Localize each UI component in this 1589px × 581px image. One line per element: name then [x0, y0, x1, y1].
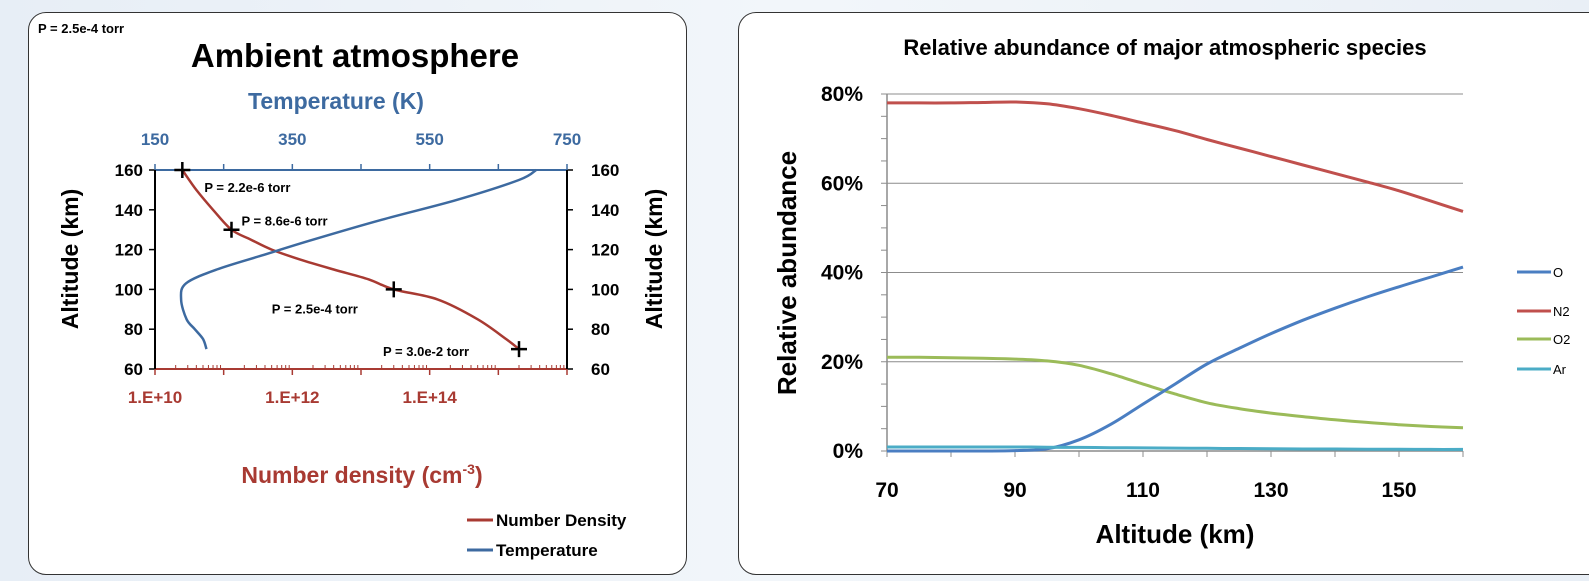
- left-chart-title: Ambient atmosphere: [191, 37, 519, 74]
- relative-abundance-panel: [738, 12, 1589, 575]
- pressure-annotation: P = 8.6e-6 torr: [241, 214, 327, 229]
- right-chart-title: Relative abundance of major atmospheric …: [903, 35, 1426, 60]
- top-tick-label: 350: [278, 130, 306, 149]
- left-y-tick-label: 80: [124, 320, 143, 339]
- legend-label-temperature: Temperature: [496, 541, 598, 560]
- right-y-tick-label: 100: [591, 280, 619, 299]
- right-y-axis-title: Relative abundance: [772, 151, 802, 395]
- right-x-axis-title: Altitude (km): [1096, 519, 1255, 549]
- x-tick-label: 70: [875, 479, 898, 502]
- pressure-marker: [385, 281, 402, 298]
- right-legend: O N2 O2 Ar: [1517, 265, 1570, 377]
- pressure-marker: [174, 162, 191, 178]
- right-y-tick-label: 60: [591, 360, 610, 379]
- y-tick-label: 80%: [821, 83, 863, 106]
- series-o: [886, 265, 1464, 453]
- series-ar: [887, 445, 1464, 451]
- top-tick-label: 550: [415, 130, 443, 149]
- pressure-annotation: P = 2.5e-4 torr: [272, 301, 358, 316]
- legend-label-ar: Ar: [1553, 362, 1567, 377]
- x-tick-label: 130: [1253, 479, 1288, 502]
- pressure-annotation: P = 3.0e-2 torr: [383, 344, 469, 359]
- pressure-marker: [223, 221, 240, 238]
- left-y-tick-label: 100: [115, 280, 143, 299]
- pressure-marker: [511, 341, 528, 358]
- legend-label-o: O: [1553, 265, 1563, 280]
- ambient-atmosphere-panel: [28, 12, 687, 575]
- right-y-tick-label: 160: [591, 161, 619, 180]
- bottom-tick-label: 1.E+14: [402, 388, 457, 407]
- series-n2: [887, 100, 1464, 213]
- series-temperature: [179, 168, 537, 350]
- y-tick-label: 0%: [833, 440, 864, 463]
- corner-note: P = 2.5e-4 torr: [38, 21, 124, 36]
- left-legend: Number Density Temperature: [467, 511, 627, 560]
- left-plot-area: 60 60 80 80 100 100 120 120 140 140 160 160 150 350 55…: [115, 130, 620, 407]
- y-tick-label: 40%: [821, 262, 863, 285]
- pressure-annotation: P = 2.2e-6 torr: [204, 180, 290, 195]
- legend-label-density: Number Density: [496, 511, 627, 530]
- left-y-tick-label: 160: [115, 161, 143, 180]
- bottom-tick-label: 1.E+10: [128, 388, 182, 407]
- legend-label-n2: N2: [1553, 304, 1570, 319]
- top-axis-title: Temperature (K): [248, 88, 424, 114]
- y-tick-label: 60%: [821, 172, 863, 195]
- right-axis-title: Altitude (km): [641, 189, 667, 330]
- left-axis-title: Altitude (km): [57, 189, 83, 330]
- right-y-tick-label: 80: [591, 320, 610, 339]
- x-tick-label: 110: [1126, 479, 1160, 502]
- left-y-tick-label: 140: [115, 201, 143, 220]
- right-plot-area: 0% 20% 40% 60% 80% 70 90 110 130 150: [821, 83, 1464, 502]
- left-y-tick-label: 120: [115, 241, 143, 260]
- legend-label-o2: O2: [1553, 332, 1570, 347]
- series-number-density: [181, 169, 520, 351]
- bottom-tick-label: 1.E+12: [265, 388, 319, 407]
- series-o2: [886, 355, 1464, 430]
- right-y-tick-label: 120: [591, 241, 619, 260]
- x-tick-label: 150: [1381, 479, 1416, 502]
- y-tick-label: 20%: [821, 351, 863, 374]
- top-tick-label: 750: [553, 130, 581, 149]
- left-y-tick-label: 60: [124, 360, 143, 379]
- top-tick-label: 150: [141, 130, 169, 149]
- x-tick-label: 90: [1003, 479, 1026, 502]
- bottom-axis-title: Number density (cm-3): [241, 461, 482, 488]
- right-y-tick-label: 140: [591, 201, 619, 220]
